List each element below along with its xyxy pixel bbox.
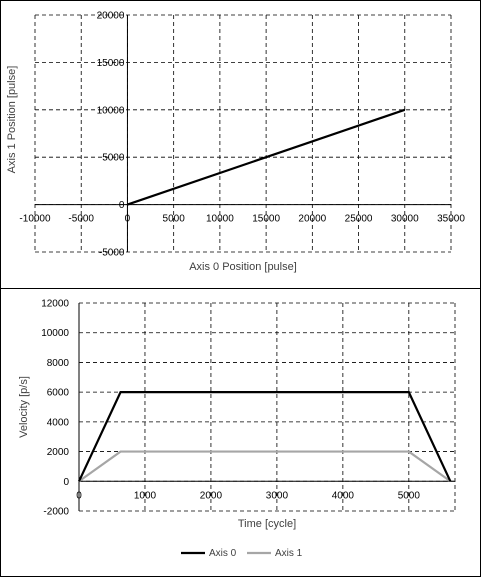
y-axis-title: Axis 1 Position [pulse]	[6, 66, 18, 174]
legend-label: Axis 1	[275, 548, 303, 559]
x-tick-label: 3000	[266, 490, 289, 501]
y-tick-label: 12000	[41, 299, 69, 310]
y-tick-label: 6000	[47, 388, 70, 399]
y-tick-label: 20000	[97, 11, 125, 22]
y-tick-label: 4000	[47, 417, 70, 428]
position-chart-panel: -10000 -5000 0 5000 10000 15000 20000 25000 3000…	[0, 0, 481, 289]
y-tick-label: -5000	[99, 248, 125, 259]
y-tick-label: 10000	[97, 105, 125, 116]
x-tick-label: 20000	[298, 214, 326, 225]
x-tick-label: 0	[76, 490, 82, 501]
position-chart: -10000 -5000 0 5000 10000 15000 20000 25000 3000…	[6, 11, 465, 274]
x-tick-label: 5000	[163, 214, 186, 225]
y-tick-label: -2000	[43, 507, 69, 518]
x-tick-label: 2000	[200, 490, 223, 501]
series-line	[127, 108, 406, 206]
x-tick-label: 10000	[206, 214, 234, 225]
y-tick-label: 2000	[47, 447, 70, 458]
y-tick-label: 0	[119, 200, 125, 211]
x-tick-label: -5000	[68, 214, 94, 225]
x-tick-label: 15000	[252, 214, 280, 225]
x-tick-label: 0	[125, 214, 131, 225]
legend: Axis 0 Axis 1	[181, 548, 303, 559]
x-tick-label: -10000	[19, 214, 51, 225]
y-axis-title: Velocity [p/s]	[18, 376, 30, 438]
y-tick-label: 8000	[47, 358, 70, 369]
x-tick-label: 30000	[391, 214, 419, 225]
y-tick-label: 5000	[102, 153, 125, 164]
series-line-axis-0	[78, 391, 452, 482]
x-tick-label: 1000	[134, 490, 157, 501]
legend-label: Axis 0	[209, 548, 237, 559]
velocity-chart: 0 1000 2000 3000 4000 5000 -2000 0 2000 4000 6000 8…	[18, 299, 456, 559]
y-tick-label: 15000	[97, 58, 125, 69]
velocity-chart-panel: 0 1000 2000 3000 4000 5000 -2000 0 2000 4000 6000 8…	[0, 288, 481, 577]
x-tick-label: 4000	[332, 490, 355, 501]
y-tick-label: 10000	[41, 328, 69, 339]
x-axis-title: Axis 0 Position [pulse]	[189, 261, 297, 273]
x-tick-label: 35000	[437, 214, 465, 225]
x-axis-title: Time [cycle]	[238, 518, 296, 530]
x-tick-label: 5000	[398, 490, 421, 501]
y-tick-label: 0	[63, 477, 69, 488]
series-line-axis-1	[78, 450, 452, 483]
x-tick-label: 25000	[345, 214, 373, 225]
